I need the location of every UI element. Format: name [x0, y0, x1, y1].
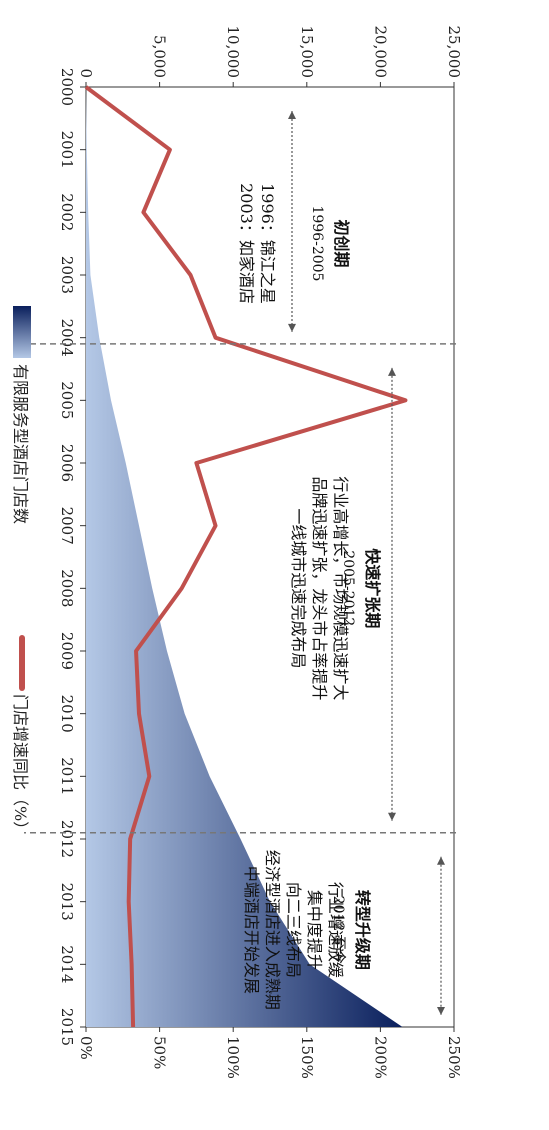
phase-note: 一线城市迅速完成布局 [289, 508, 308, 668]
category-tick-label: 2006 [58, 444, 76, 482]
phase-note: 向二三线布局 [284, 882, 303, 978]
phase-title: 快速扩张期 [363, 548, 382, 628]
legend-label-line: 门店增速同比（%） [11, 694, 30, 837]
percent-axis-tick-label: 0% [77, 1036, 95, 1060]
category-tick-label: 2004 [58, 319, 76, 357]
percent-axis-tick-label: 100% [224, 1036, 242, 1079]
arrow-head-start-icon [388, 367, 396, 376]
category-tick-label: 2010 [58, 695, 76, 733]
legend-swatch-area [13, 306, 31, 358]
arrow-head-end-icon [288, 323, 296, 332]
count-axis-tick-label: 5,000 [151, 35, 169, 78]
category-tick-label: 2007 [58, 507, 76, 545]
category-tick-label: 2003 [58, 256, 76, 294]
category-tick-label: 2000 [58, 68, 76, 106]
arrow-head-start-icon [437, 856, 445, 865]
category-tick-label: 2012 [58, 820, 76, 858]
store-count-area [86, 87, 403, 1027]
arrow-head-end-icon [437, 1007, 445, 1015]
phase-range: 2005-2012 [340, 550, 356, 626]
phase-note: 经济型酒店进入成熟期 [263, 850, 282, 1010]
phase-note: 2003：如家酒店 [237, 183, 256, 304]
phase-note: 行业增速放缓 [326, 882, 345, 978]
count-axis-tick-label: 10,000 [224, 26, 242, 79]
category-tick-label: 2014 [58, 945, 76, 983]
category-tick-label: 2001 [58, 131, 76, 169]
phase-note: 1996：锦江之星 [258, 183, 277, 304]
category-tick-label: 2005 [58, 381, 76, 419]
arrow-head-start-icon [288, 111, 296, 119]
count-axis-tick-label: 25,000 [445, 26, 463, 79]
phase-note: 集中度提升 [305, 890, 324, 970]
phase-note: 行业高增长，市场规模迅速扩大 [331, 476, 350, 700]
phase-note: 品牌迅速扩张，龙头市占率提升 [310, 476, 329, 700]
percent-axis-tick-label: 150% [298, 1036, 316, 1079]
phase-title: 转型升级期 [353, 890, 372, 970]
count-axis-tick-label: 15,000 [298, 26, 316, 79]
phase-title: 初创期 [332, 219, 351, 267]
arrow-head-end-icon [388, 812, 396, 821]
count-axis-tick-label: 0 [77, 68, 95, 78]
phase-range: 2012-至今 [330, 896, 346, 964]
category-tick-label: 2013 [58, 883, 76, 921]
count-axis-tick-label: 20,000 [371, 26, 389, 79]
category-tick-label: 2002 [58, 193, 76, 231]
percent-axis-tick-label: 50% [151, 1036, 169, 1069]
category-tick-label: 2008 [58, 569, 76, 607]
legend-label-area: 有限服务型酒店门店数 [11, 364, 30, 524]
percent-axis-tick-label: 200% [371, 1036, 389, 1079]
percent-axis-tick-label: 250% [445, 1036, 463, 1079]
category-tick-label: 2011 [58, 757, 76, 795]
category-tick-label: 2009 [58, 632, 76, 670]
growth-rate-line [84, 85, 408, 1028]
phase-note: 中端酒店开始发展 [242, 866, 261, 994]
category-tick-label: 2015 [58, 1008, 76, 1046]
phase-range: 1996-2005 [309, 205, 325, 281]
